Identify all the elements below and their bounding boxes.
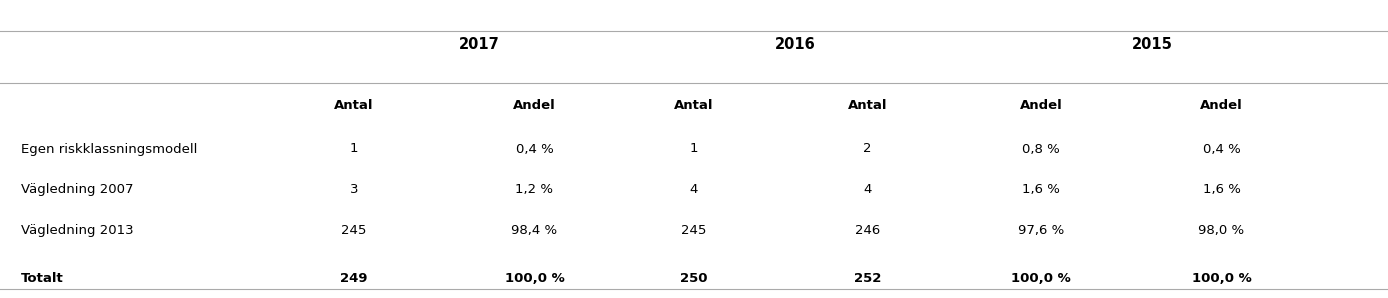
Text: 1,6 %: 1,6 % — [1202, 183, 1241, 196]
Text: 249: 249 — [340, 272, 368, 285]
Text: 0,4 %: 0,4 % — [1202, 142, 1241, 156]
Text: Antal: Antal — [675, 99, 713, 112]
Text: 245: 245 — [341, 224, 366, 238]
Text: 98,4 %: 98,4 % — [511, 224, 558, 238]
Text: 100,0 %: 100,0 % — [504, 272, 565, 285]
Text: 1: 1 — [350, 142, 358, 156]
Text: 245: 245 — [682, 224, 706, 238]
Text: Andel: Andel — [1020, 99, 1062, 112]
Text: 100,0 %: 100,0 % — [1010, 272, 1072, 285]
Text: 1,2 %: 1,2 % — [515, 183, 554, 196]
Text: 2017: 2017 — [458, 37, 500, 52]
Text: 4: 4 — [863, 183, 872, 196]
Text: Antal: Antal — [848, 99, 887, 112]
Text: 250: 250 — [680, 272, 708, 285]
Text: 98,0 %: 98,0 % — [1198, 224, 1245, 238]
Text: 252: 252 — [854, 272, 881, 285]
Text: 246: 246 — [855, 224, 880, 238]
Text: Vägledning 2007: Vägledning 2007 — [21, 183, 133, 196]
Text: 3: 3 — [350, 183, 358, 196]
Text: Antal: Antal — [335, 99, 373, 112]
Text: 100,0 %: 100,0 % — [1191, 272, 1252, 285]
Text: 0,8 %: 0,8 % — [1022, 142, 1060, 156]
Text: 0,4 %: 0,4 % — [515, 142, 554, 156]
Text: 4: 4 — [690, 183, 698, 196]
Text: 1: 1 — [690, 142, 698, 156]
Text: Egen riskklassningsmodell: Egen riskklassningsmodell — [21, 142, 197, 156]
Text: 2015: 2015 — [1131, 37, 1173, 52]
Text: 2: 2 — [863, 142, 872, 156]
Text: Andel: Andel — [514, 99, 555, 112]
Text: Andel: Andel — [1201, 99, 1242, 112]
Text: 2016: 2016 — [775, 37, 816, 52]
Text: 1,6 %: 1,6 % — [1022, 183, 1060, 196]
Text: Vägledning 2013: Vägledning 2013 — [21, 224, 133, 238]
Text: Totalt: Totalt — [21, 272, 64, 285]
Text: 97,6 %: 97,6 % — [1017, 224, 1065, 238]
